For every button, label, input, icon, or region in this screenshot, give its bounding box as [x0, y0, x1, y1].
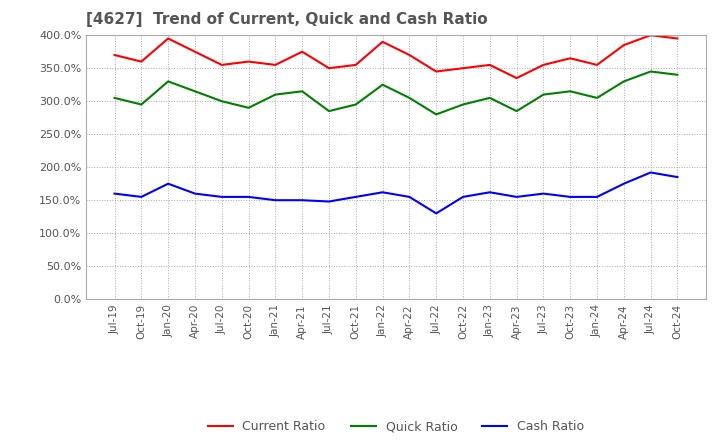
Quick Ratio — [673, 72, 682, 77]
Quick Ratio — [298, 88, 307, 94]
Cash Ratio — [673, 174, 682, 180]
Current Ratio — [244, 59, 253, 64]
Current Ratio — [191, 49, 199, 54]
Cash Ratio — [566, 194, 575, 200]
Cash Ratio — [137, 194, 145, 200]
Current Ratio — [298, 49, 307, 54]
Current Ratio — [164, 36, 173, 41]
Quick Ratio — [137, 102, 145, 107]
Current Ratio — [539, 62, 548, 67]
Current Ratio — [566, 55, 575, 61]
Cash Ratio — [298, 198, 307, 203]
Current Ratio — [378, 39, 387, 44]
Quick Ratio — [164, 79, 173, 84]
Quick Ratio — [539, 92, 548, 97]
Quick Ratio — [405, 95, 414, 101]
Cash Ratio — [619, 181, 628, 187]
Legend: Current Ratio, Quick Ratio, Cash Ratio: Current Ratio, Quick Ratio, Cash Ratio — [202, 415, 590, 438]
Cash Ratio — [459, 194, 467, 200]
Current Ratio — [513, 75, 521, 81]
Quick Ratio — [432, 112, 441, 117]
Cash Ratio — [351, 194, 360, 200]
Current Ratio — [593, 62, 601, 67]
Current Ratio — [673, 36, 682, 41]
Quick Ratio — [217, 99, 226, 104]
Quick Ratio — [566, 88, 575, 94]
Quick Ratio — [191, 88, 199, 94]
Current Ratio — [485, 62, 494, 67]
Current Ratio — [271, 62, 279, 67]
Cash Ratio — [539, 191, 548, 196]
Quick Ratio — [271, 92, 279, 97]
Current Ratio — [619, 42, 628, 48]
Current Ratio — [217, 62, 226, 67]
Current Ratio — [405, 52, 414, 58]
Line: Current Ratio: Current Ratio — [114, 35, 678, 78]
Cash Ratio — [217, 194, 226, 200]
Cash Ratio — [513, 194, 521, 200]
Quick Ratio — [459, 102, 467, 107]
Current Ratio — [351, 62, 360, 67]
Cash Ratio — [647, 170, 655, 175]
Quick Ratio — [351, 102, 360, 107]
Quick Ratio — [513, 108, 521, 114]
Cash Ratio — [244, 194, 253, 200]
Current Ratio — [137, 59, 145, 64]
Cash Ratio — [191, 191, 199, 196]
Current Ratio — [325, 66, 333, 71]
Quick Ratio — [325, 108, 333, 114]
Cash Ratio — [485, 190, 494, 195]
Line: Quick Ratio: Quick Ratio — [114, 71, 678, 114]
Cash Ratio — [432, 211, 441, 216]
Quick Ratio — [647, 69, 655, 74]
Cash Ratio — [271, 198, 279, 203]
Quick Ratio — [110, 95, 119, 101]
Current Ratio — [647, 33, 655, 38]
Cash Ratio — [593, 194, 601, 200]
Quick Ratio — [244, 105, 253, 110]
Text: [4627]  Trend of Current, Quick and Cash Ratio: [4627] Trend of Current, Quick and Cash … — [86, 12, 488, 27]
Quick Ratio — [378, 82, 387, 87]
Cash Ratio — [164, 181, 173, 187]
Cash Ratio — [378, 190, 387, 195]
Quick Ratio — [593, 95, 601, 101]
Cash Ratio — [325, 199, 333, 204]
Current Ratio — [110, 52, 119, 58]
Current Ratio — [432, 69, 441, 74]
Line: Cash Ratio: Cash Ratio — [114, 172, 678, 213]
Quick Ratio — [485, 95, 494, 101]
Current Ratio — [459, 66, 467, 71]
Cash Ratio — [405, 194, 414, 200]
Cash Ratio — [110, 191, 119, 196]
Quick Ratio — [619, 79, 628, 84]
